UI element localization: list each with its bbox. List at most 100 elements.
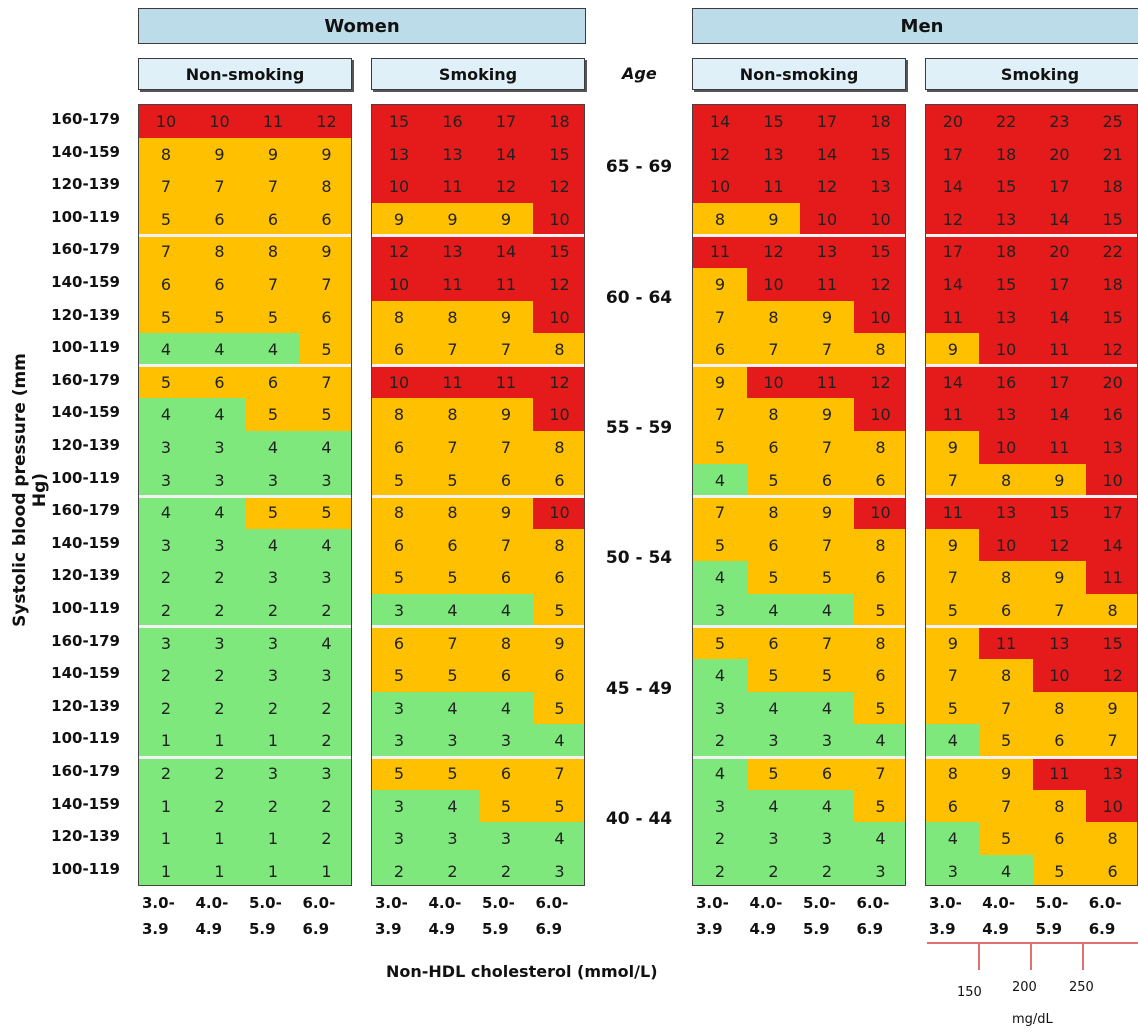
risk-cell: 9 xyxy=(192,137,247,171)
risk-cell: 5 xyxy=(372,659,426,693)
sbp-row-label: 100-119 xyxy=(51,859,120,878)
chol-tick-label: 5.9 xyxy=(482,920,509,939)
risk-cell: 4 xyxy=(693,757,747,791)
risk-cell: 4 xyxy=(139,333,193,367)
risk-cell: 13 xyxy=(1085,431,1137,465)
sbp-row-label: 100-119 xyxy=(51,729,120,748)
risk-cell: 11 xyxy=(1085,561,1137,595)
risk-cell: 5 xyxy=(246,496,300,530)
age-group-label: 40 - 44 xyxy=(605,809,673,830)
risk-cell: 13 xyxy=(372,137,426,171)
risk-cell: 6 xyxy=(246,365,300,399)
risk-cell: 6 xyxy=(746,626,801,660)
risk-cell: 6 xyxy=(372,333,426,367)
age-block-separator xyxy=(926,494,1137,498)
risk-cell: 23 xyxy=(1032,105,1087,139)
risk-cell: 15 xyxy=(1032,496,1087,530)
risk-cell: 8 xyxy=(246,235,300,269)
risk-cell: 2 xyxy=(246,691,300,725)
age-block-separator xyxy=(372,233,584,237)
risk-cell: 5 xyxy=(372,757,426,791)
risk-cell: 6 xyxy=(532,463,584,497)
risk-cell: 2 xyxy=(139,659,193,693)
panel-women-non-smoking: 10 10 11 12 8 9 9 9 7 7 7 8 5 6 6 6 7 8 8 9 6 6 7 7 5 5 5 6 4 4 4 5 5 6 6 7… xyxy=(138,104,352,887)
risk-cell: 11 xyxy=(479,365,533,399)
risk-cell: 7 xyxy=(299,268,351,302)
risk-cell: 3 xyxy=(372,724,426,758)
risk-cell: 14 xyxy=(1085,528,1137,562)
risk-cell: 4 xyxy=(800,691,854,725)
risk-cell: 6 xyxy=(979,594,1033,628)
risk-cell: 14 xyxy=(1032,202,1087,236)
risk-cell: 21 xyxy=(1085,137,1137,171)
risk-cell: 4 xyxy=(693,463,747,497)
risk-cell: 1 xyxy=(192,854,247,886)
risk-cell: 15 xyxy=(1085,300,1137,334)
sbp-row-label: 160-179 xyxy=(51,631,120,650)
risk-cell: 10 xyxy=(853,496,905,530)
risk-cell: 5 xyxy=(372,463,426,497)
risk-cell: 7 xyxy=(1032,594,1087,628)
risk-cell: 8 xyxy=(532,333,584,367)
risk-cell: 8 xyxy=(853,528,905,562)
risk-cell: 11 xyxy=(246,105,300,139)
risk-cell: 10 xyxy=(853,398,905,432)
risk-cell: 15 xyxy=(853,137,905,171)
age-block-separator xyxy=(926,755,1137,759)
age-block-separator xyxy=(372,755,584,759)
risk-cell: 4 xyxy=(853,724,905,758)
chol-tick-label: 3.0- xyxy=(929,894,962,913)
risk-cell: 13 xyxy=(1085,757,1137,791)
risk-cell: 3 xyxy=(139,463,193,497)
risk-cell: 1 xyxy=(246,822,300,856)
risk-cell: 10 xyxy=(532,496,584,530)
panel-men-non-smoking: 14 15 17 18 12 13 14 15 10 11 12 13 8 9 10 10 11 12 13 15 9 1… xyxy=(692,104,906,887)
risk-cell: 3 xyxy=(372,594,426,628)
risk-cell: 18 xyxy=(979,137,1033,171)
risk-cell: 5 xyxy=(139,300,193,334)
chol-tick-label: 5.9 xyxy=(249,920,276,939)
chol-tick-label: 4.0- xyxy=(749,894,783,913)
risk-cell: 6 xyxy=(372,626,426,660)
risk-cell: 10 xyxy=(746,365,801,399)
risk-cell: 6 xyxy=(853,659,905,693)
risk-cell: 6 xyxy=(1085,854,1137,886)
risk-cell: 3 xyxy=(693,594,747,628)
risk-cell: 2 xyxy=(299,789,351,823)
risk-cell: 17 xyxy=(1032,268,1087,302)
mgdl-unit: mg/dL xyxy=(1012,1012,1053,1027)
risk-cell: 14 xyxy=(479,137,533,171)
risk-cell: 3 xyxy=(372,691,426,725)
chol-tick-label: 6.0- xyxy=(1088,894,1122,913)
risk-cell: 8 xyxy=(853,333,905,367)
risk-cell: 5 xyxy=(979,724,1033,758)
risk-cell: 6 xyxy=(479,463,533,497)
risk-cell: 11 xyxy=(693,235,747,269)
risk-cell: 22 xyxy=(979,105,1033,139)
sbp-row-label: 160-179 xyxy=(51,110,120,128)
risk-cell: 5 xyxy=(192,300,247,334)
risk-cell: 7 xyxy=(192,170,247,204)
risk-cell: 15 xyxy=(532,137,584,171)
risk-cell: 2 xyxy=(693,822,747,856)
risk-cell: 9 xyxy=(926,626,980,660)
risk-cell: 9 xyxy=(1085,691,1137,725)
age-block-separator xyxy=(372,494,584,498)
sbp-row-label: 100-119 xyxy=(51,599,120,617)
chol-tick-label: 5.9 xyxy=(803,920,830,939)
risk-cell: 8 xyxy=(746,398,801,432)
risk-cell: 9 xyxy=(979,757,1033,791)
risk-cell: 8 xyxy=(425,496,480,530)
risk-cell: 14 xyxy=(479,235,533,269)
sbp-row-label: 140-159 xyxy=(51,794,120,813)
risk-cell: 9 xyxy=(746,202,801,236)
risk-cell: 13 xyxy=(1032,626,1087,660)
risk-cell: 6 xyxy=(192,268,247,302)
risk-cell: 3 xyxy=(246,659,300,693)
risk-cell: 6 xyxy=(926,789,980,823)
risk-cell: 7 xyxy=(425,333,480,367)
chol-tick-label: 4.9 xyxy=(428,920,456,939)
sbp-row-label: 120-139 xyxy=(51,566,120,585)
risk-cell: 7 xyxy=(979,789,1033,823)
men-smoking-header: Smoking xyxy=(925,58,1138,90)
